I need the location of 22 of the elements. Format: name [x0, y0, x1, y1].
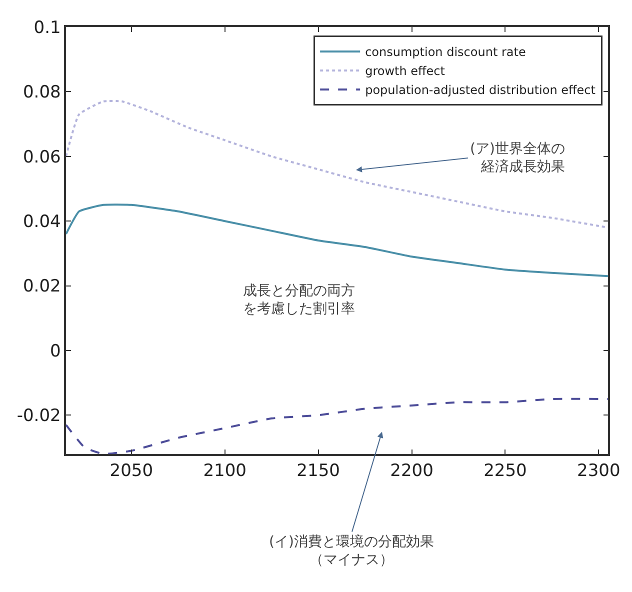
x-tick-label: 2150 [296, 461, 340, 482]
annotation: (ア)世界全体の経済成長効果 [470, 141, 565, 176]
line-series [66, 100, 608, 229]
annotation: 成長と分配の両方を考慮した割引率 [243, 283, 355, 318]
text: (イ)消費と環境の分配効果（マイナス） [269, 534, 434, 568]
legend-label: population-adjusted distribution effect [365, 83, 596, 98]
line-series [66, 398, 608, 454]
x-tick-label: 2050 [110, 461, 154, 482]
x-tick-label: 2300 [577, 461, 620, 482]
y-tick-label: 0 [50, 341, 61, 362]
y-tick-label: 0.06 [22, 147, 61, 168]
legend-label: consumption discount rate [365, 45, 526, 60]
legend-label: growth effect [365, 64, 446, 78]
x-tick-label: 2250 [484, 461, 527, 482]
y-tick-label: 0.02 [22, 276, 61, 297]
y-tick-label: 0.08 [22, 82, 61, 103]
y-tick-label: -0.02 [16, 406, 61, 426]
y-tick-label: 0.04 [22, 212, 61, 232]
x-tick-label: 2200 [390, 461, 434, 482]
y-tick-label: 0.1 [34, 18, 61, 38]
x-tick-label: 2100 [203, 461, 246, 482]
line-series [66, 204, 608, 278]
